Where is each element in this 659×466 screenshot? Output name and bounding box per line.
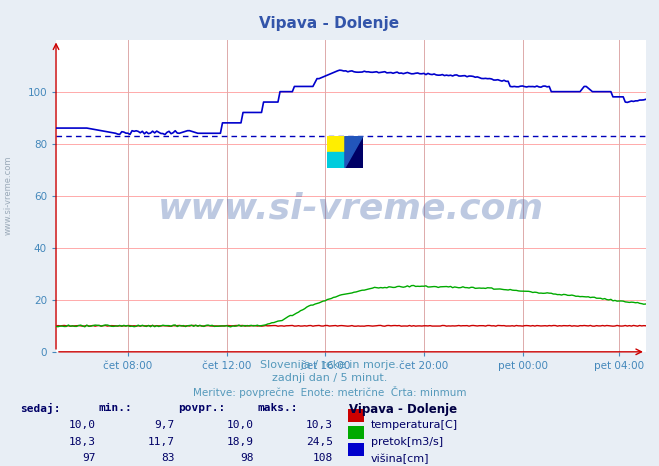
Text: pretok[m3/s]: pretok[m3/s] xyxy=(371,437,443,446)
Text: www.si-vreme.com: www.si-vreme.com xyxy=(158,191,544,225)
Text: 9,7: 9,7 xyxy=(154,420,175,430)
Text: 10,3: 10,3 xyxy=(306,420,333,430)
Text: temperatura[C]: temperatura[C] xyxy=(371,420,458,430)
Text: www.si-vreme.com: www.si-vreme.com xyxy=(3,156,13,235)
Polygon shape xyxy=(345,137,362,168)
Text: Vipava - Dolenje: Vipava - Dolenje xyxy=(349,403,457,416)
Text: Meritve: povprečne  Enote: metrične  Črta: minmum: Meritve: povprečne Enote: metrične Črta:… xyxy=(192,386,467,398)
Text: 11,7: 11,7 xyxy=(148,437,175,446)
Text: 97: 97 xyxy=(82,453,96,463)
Text: min.:: min.: xyxy=(99,403,132,413)
Text: sedaj:: sedaj: xyxy=(20,403,60,414)
Text: zadnji dan / 5 minut.: zadnji dan / 5 minut. xyxy=(272,373,387,383)
Text: maks.:: maks.: xyxy=(257,403,297,413)
Text: višina[cm]: višina[cm] xyxy=(371,453,430,464)
Bar xyxy=(328,152,345,168)
Text: 18,3: 18,3 xyxy=(69,437,96,446)
Text: Slovenija / reke in morje.: Slovenija / reke in morje. xyxy=(260,360,399,370)
Text: 83: 83 xyxy=(161,453,175,463)
Text: 108: 108 xyxy=(312,453,333,463)
Polygon shape xyxy=(345,137,362,168)
Text: 98: 98 xyxy=(241,453,254,463)
Text: Vipava - Dolenje: Vipava - Dolenje xyxy=(260,16,399,31)
Text: 10,0: 10,0 xyxy=(227,420,254,430)
Text: 24,5: 24,5 xyxy=(306,437,333,446)
Text: 10,0: 10,0 xyxy=(69,420,96,430)
Text: povpr.:: povpr.: xyxy=(178,403,225,413)
Text: 18,9: 18,9 xyxy=(227,437,254,446)
Bar xyxy=(328,137,345,152)
